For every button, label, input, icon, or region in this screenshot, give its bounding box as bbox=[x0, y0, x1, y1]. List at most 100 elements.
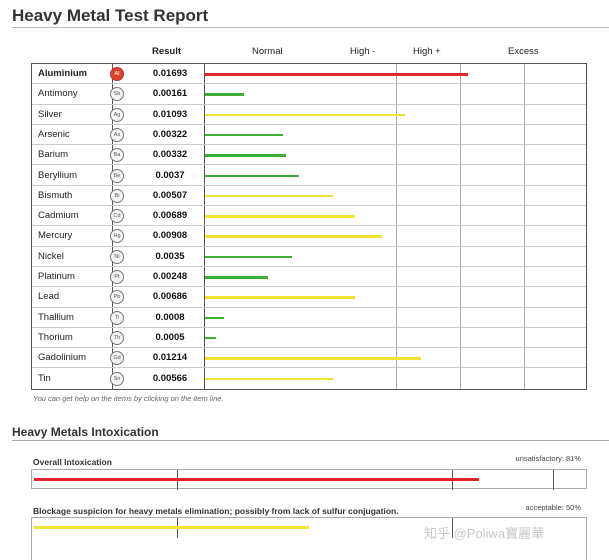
element-symbol-icon: Th bbox=[110, 330, 124, 345]
metal-row[interactable]: Aluminium Al 0.01693 bbox=[32, 64, 586, 85]
metal-name: Mercury bbox=[38, 230, 73, 242]
metal-name: Cadmium bbox=[38, 210, 79, 222]
element-symbol-icon: As bbox=[110, 127, 124, 142]
element-symbol-icon: Sb bbox=[110, 87, 124, 102]
element-symbol-icon: Al bbox=[110, 67, 124, 81]
element-symbol-icon: Pt bbox=[110, 270, 124, 284]
metal-result: 0.00689 bbox=[152, 210, 188, 222]
metal-level-bar bbox=[205, 296, 356, 299]
metals-table: Aluminium Al 0.01693 Antimony Sb 0.00161 Silve… bbox=[31, 63, 587, 390]
metal-result: 0.00248 bbox=[152, 271, 188, 282]
metal-result: 0.00322 bbox=[152, 128, 188, 140]
metal-name: Tin bbox=[38, 372, 51, 384]
column-header-result: Result bbox=[152, 46, 182, 57]
overall-intoxication-status: unsatisfactory: 81% bbox=[515, 454, 581, 463]
column-header-high-minus: High - bbox=[350, 46, 376, 57]
metal-level-bar bbox=[205, 154, 287, 157]
metal-name: Platinum bbox=[38, 271, 75, 282]
metal-result: 0.0035 bbox=[155, 250, 185, 262]
element-symbol-icon: Ba bbox=[110, 148, 124, 163]
meter-divider bbox=[553, 470, 554, 490]
section-divider bbox=[12, 440, 609, 441]
blockage-suspicion-label: Blockage suspicion for heavy metals elim… bbox=[33, 506, 399, 516]
overall-intoxication-label: Overall Intoxication bbox=[33, 457, 112, 467]
column-divider-result bbox=[204, 64, 205, 389]
element-symbol-icon: Cd bbox=[110, 209, 124, 224]
column-header-normal: Normal bbox=[252, 46, 283, 57]
metal-row[interactable]: Bismuth Bi 0.00507 bbox=[32, 186, 586, 207]
metal-row[interactable]: Silver Ag 0.01093 bbox=[32, 105, 586, 125]
blockage-suspicion-meter bbox=[31, 517, 587, 560]
metal-result: 0.00332 bbox=[152, 149, 188, 161]
metal-level-bar bbox=[205, 174, 299, 177]
metal-row[interactable]: Beryllium Be 0.0037 bbox=[32, 166, 586, 186]
element-symbol-icon: Gd bbox=[110, 351, 124, 366]
element-symbol-icon: Bi bbox=[110, 188, 124, 203]
metal-level-bar bbox=[205, 215, 356, 218]
metal-row[interactable]: Thallium Tl 0.0008 bbox=[32, 308, 586, 328]
metal-name: Bismuth bbox=[38, 189, 73, 201]
metal-row[interactable]: Mercury Hg 0.00908 bbox=[32, 226, 586, 247]
element-symbol-icon: Ni bbox=[110, 249, 124, 264]
meter-divider bbox=[452, 518, 453, 538]
column-header-high-plus: High + bbox=[413, 46, 441, 57]
metal-result: 0.00161 bbox=[152, 88, 188, 100]
metal-row[interactable]: Lead Pb 0.00686 bbox=[32, 287, 586, 308]
metal-level-bar bbox=[205, 194, 334, 198]
metal-level-bar bbox=[205, 235, 382, 238]
metal-result: 0.00566 bbox=[152, 372, 188, 384]
metal-row[interactable]: Nickel Ni 0.0035 bbox=[32, 247, 586, 267]
metal-name: Barium bbox=[38, 149, 69, 161]
element-symbol-icon: Tl bbox=[110, 310, 124, 325]
element-symbol-icon: Be bbox=[110, 168, 124, 183]
overall-intoxication-meter bbox=[31, 469, 587, 490]
metal-name: Thallium bbox=[38, 311, 74, 323]
metal-level-bar bbox=[205, 113, 406, 117]
metal-name: Gadolinium bbox=[38, 352, 87, 364]
column-header-excess: Excess bbox=[508, 46, 539, 57]
element-symbol-icon: Pb bbox=[110, 290, 124, 305]
metal-row[interactable]: Cadmium Cd 0.00689 bbox=[32, 206, 586, 227]
metal-level-bar bbox=[205, 336, 217, 340]
metal-name: Lead bbox=[38, 291, 60, 303]
metal-name: Nickel bbox=[38, 250, 64, 262]
metal-level-bar bbox=[205, 255, 293, 259]
overall-intoxication-bar bbox=[34, 478, 479, 481]
element-symbol-icon: Hg bbox=[110, 229, 124, 244]
metal-level-bar bbox=[205, 276, 268, 279]
column-divider-normal bbox=[396, 64, 397, 389]
metal-name: Thorium bbox=[38, 331, 73, 343]
metal-row[interactable]: Platinum Pt 0.00248 bbox=[32, 267, 586, 288]
column-divider-name bbox=[112, 64, 113, 389]
column-divider-high-plus bbox=[524, 64, 525, 389]
metal-row[interactable]: Tin Sn 0.00566 bbox=[32, 369, 586, 389]
metal-row[interactable]: Arsenic As 0.00322 bbox=[32, 125, 586, 146]
element-symbol-icon: Sn bbox=[110, 371, 124, 386]
metal-name: Beryllium bbox=[38, 169, 78, 181]
metal-level-bar bbox=[205, 93, 245, 96]
metal-level-bar bbox=[205, 133, 284, 137]
metal-result: 0.00507 bbox=[152, 189, 188, 201]
metal-row[interactable]: Thorium Th 0.0005 bbox=[32, 328, 586, 349]
section-title-intoxication: Heavy Metals Intoxication bbox=[12, 425, 159, 439]
metal-row[interactable]: Antimony Sb 0.00161 bbox=[32, 84, 586, 105]
metal-row[interactable]: Barium Ba 0.00332 bbox=[32, 145, 586, 166]
metal-name: Silver bbox=[38, 108, 62, 120]
blockage-suspicion-bar bbox=[34, 526, 309, 529]
blockage-suspicion-status: acceptable: 50% bbox=[525, 503, 581, 512]
metal-result: 0.01093 bbox=[152, 108, 188, 120]
metal-result: 0.01693 bbox=[152, 68, 188, 79]
metal-result: 0.0008 bbox=[155, 311, 185, 323]
page-title: Heavy Metal Test Report bbox=[12, 6, 209, 25]
metal-level-bar bbox=[205, 357, 421, 360]
metal-row[interactable]: Gadolinium Gd 0.01214 bbox=[32, 348, 586, 369]
metal-result: 0.0037 bbox=[155, 169, 185, 181]
metal-level-bar bbox=[205, 377, 334, 380]
metal-result: 0.0005 bbox=[155, 331, 185, 343]
metal-name: Aluminium bbox=[38, 68, 88, 79]
metal-result: 0.01214 bbox=[152, 352, 188, 364]
metal-level-bar bbox=[205, 316, 224, 320]
metal-result: 0.00908 bbox=[152, 230, 188, 242]
title-divider bbox=[12, 27, 609, 28]
watermark: 知乎 @Poliwa寶麗華 bbox=[424, 526, 545, 541]
